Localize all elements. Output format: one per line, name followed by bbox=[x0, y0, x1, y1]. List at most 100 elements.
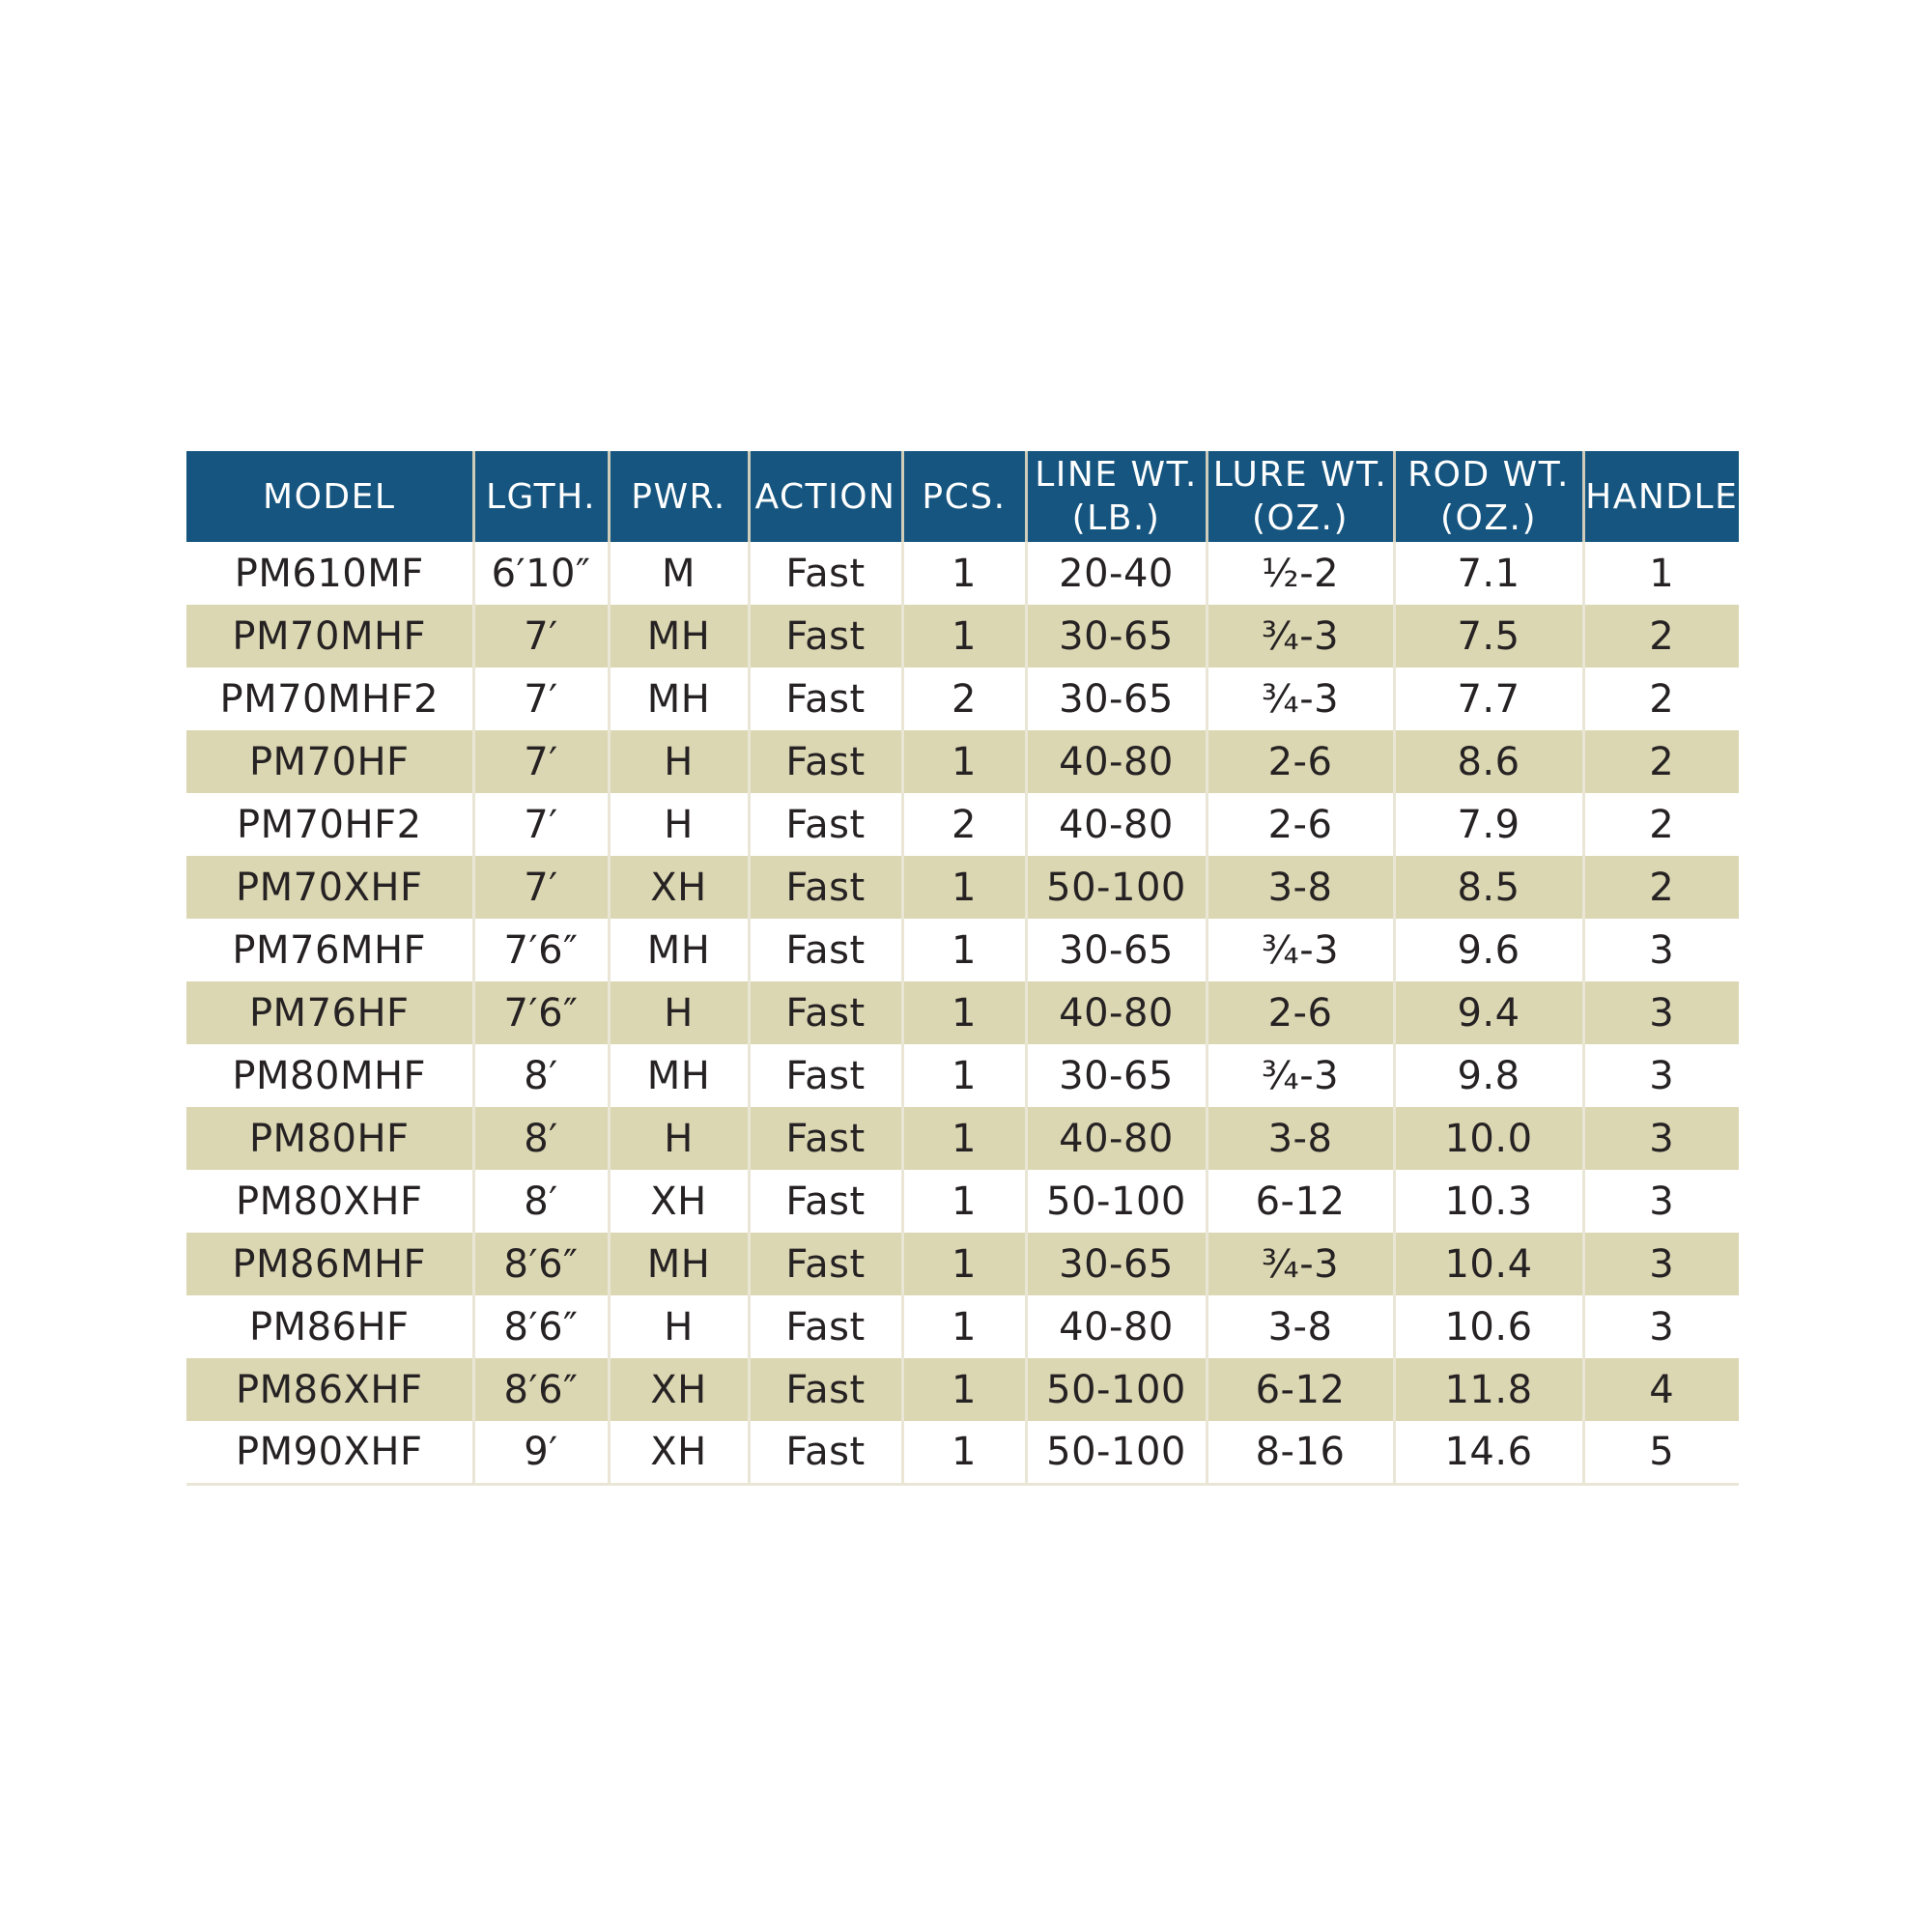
cell-lgth: 9′ bbox=[473, 1421, 611, 1486]
cell-pcs: 1 bbox=[902, 919, 1028, 981]
header-row: MODEL LGTH. PWR. ACTION PCS. LINE WT. (LB.) LUR… bbox=[186, 451, 1739, 542]
cell-lure-wt: ¾-3 bbox=[1207, 1044, 1396, 1107]
cell-action: Fast bbox=[749, 1170, 904, 1233]
cell-rod-wt: 9.4 bbox=[1394, 981, 1585, 1044]
cell-model: PM70MHF bbox=[186, 605, 475, 668]
cell-line-wt: 20-40 bbox=[1026, 542, 1208, 605]
cell-lure-wt: 6-12 bbox=[1207, 1358, 1396, 1421]
cell-lgth: 8′ bbox=[473, 1170, 611, 1233]
column-header-lure-wt: LURE WT. (OZ.) bbox=[1207, 451, 1396, 542]
cell-model: PM86XHF bbox=[186, 1358, 475, 1421]
cell-handle: 2 bbox=[1583, 856, 1739, 919]
table-row: PM86XHF 8′6″ XH Fast 1 50-100 6-12 11.8 4 bbox=[186, 1358, 1739, 1421]
cell-handle: 5 bbox=[1583, 1421, 1739, 1486]
cell-action: Fast bbox=[749, 981, 904, 1044]
cell-lgth: 8′ bbox=[473, 1044, 611, 1107]
cell-model: PM76MHF bbox=[186, 919, 475, 981]
cell-pcs: 1 bbox=[902, 981, 1028, 1044]
column-header-label: LINE WT. bbox=[1035, 455, 1198, 495]
cell-lure-wt: 3-8 bbox=[1207, 856, 1396, 919]
table-row: PM76HF 7′6″ H Fast 1 40-80 2-6 9.4 3 bbox=[186, 981, 1739, 1044]
cell-pwr: H bbox=[609, 981, 751, 1044]
cell-model: PM86HF bbox=[186, 1295, 475, 1358]
cell-model: PM70HF2 bbox=[186, 793, 475, 856]
cell-pcs: 1 bbox=[902, 1421, 1028, 1486]
cell-lgth: 7′ bbox=[473, 856, 611, 919]
cell-model: PM70XHF bbox=[186, 856, 475, 919]
cell-model: PM610MF bbox=[186, 542, 475, 605]
cell-action: Fast bbox=[749, 1107, 904, 1170]
cell-line-wt: 40-80 bbox=[1026, 981, 1208, 1044]
cell-action: Fast bbox=[749, 1358, 904, 1421]
cell-pcs: 1 bbox=[902, 1170, 1028, 1233]
cell-pcs: 1 bbox=[902, 1358, 1028, 1421]
column-header-line-wt: LINE WT. (LB.) bbox=[1026, 451, 1208, 542]
column-header-pwr: PWR. bbox=[609, 451, 751, 542]
cell-pcs: 2 bbox=[902, 668, 1028, 730]
column-header-model: MODEL bbox=[186, 451, 475, 542]
cell-pcs: 1 bbox=[902, 605, 1028, 668]
cell-handle: 3 bbox=[1583, 919, 1739, 981]
cell-rod-wt: 9.8 bbox=[1394, 1044, 1585, 1107]
cell-model: PM80MHF bbox=[186, 1044, 475, 1107]
cell-pcs: 1 bbox=[902, 1107, 1028, 1170]
table-row: PM80MHF 8′ MH Fast 1 30-65 ¾-3 9.8 3 bbox=[186, 1044, 1739, 1107]
cell-line-wt: 40-80 bbox=[1026, 793, 1208, 856]
table-row: PM80HF 8′ H Fast 1 40-80 3-8 10.0 3 bbox=[186, 1107, 1739, 1170]
cell-handle: 2 bbox=[1583, 730, 1739, 793]
column-header-label: LURE WT. bbox=[1212, 455, 1388, 495]
cell-pwr: H bbox=[609, 1295, 751, 1358]
cell-line-wt: 30-65 bbox=[1026, 1044, 1208, 1107]
cell-action: Fast bbox=[749, 605, 904, 668]
cell-line-wt: 50-100 bbox=[1026, 856, 1208, 919]
cell-handle: 3 bbox=[1583, 1170, 1739, 1233]
cell-lgth: 8′6″ bbox=[473, 1358, 611, 1421]
column-header-label: HANDLE bbox=[1585, 476, 1739, 517]
cell-action: Fast bbox=[749, 1421, 904, 1486]
cell-rod-wt: 10.6 bbox=[1394, 1295, 1585, 1358]
cell-rod-wt: 10.4 bbox=[1394, 1233, 1585, 1295]
cell-rod-wt: 7.5 bbox=[1394, 605, 1585, 668]
cell-action: Fast bbox=[749, 730, 904, 793]
cell-rod-wt: 14.6 bbox=[1394, 1421, 1585, 1486]
column-header-label: ROD WT. bbox=[1407, 455, 1570, 495]
cell-pwr: H bbox=[609, 1107, 751, 1170]
cell-lure-wt: ½-2 bbox=[1207, 542, 1396, 605]
cell-handle: 2 bbox=[1583, 668, 1739, 730]
cell-rod-wt: 8.6 bbox=[1394, 730, 1585, 793]
cell-action: Fast bbox=[749, 793, 904, 856]
column-header-label: LGTH. bbox=[485, 476, 597, 517]
cell-lgth: 8′ bbox=[473, 1107, 611, 1170]
cell-handle: 3 bbox=[1583, 1233, 1739, 1295]
cell-lgth: 7′6″ bbox=[473, 981, 611, 1044]
cell-rod-wt: 8.5 bbox=[1394, 856, 1585, 919]
cell-pcs: 1 bbox=[902, 1233, 1028, 1295]
cell-pwr: MH bbox=[609, 1044, 751, 1107]
cell-line-wt: 50-100 bbox=[1026, 1421, 1208, 1486]
cell-pcs: 1 bbox=[902, 730, 1028, 793]
cell-pwr: H bbox=[609, 730, 751, 793]
cell-lure-wt: 3-8 bbox=[1207, 1295, 1396, 1358]
cell-rod-wt: 7.1 bbox=[1394, 542, 1585, 605]
column-header-rod-wt: ROD WT. (OZ.) bbox=[1394, 451, 1585, 542]
cell-handle: 4 bbox=[1583, 1358, 1739, 1421]
cell-lure-wt: 2-6 bbox=[1207, 981, 1396, 1044]
cell-pwr: MH bbox=[609, 605, 751, 668]
table-body: PM610MF 6′10″ M Fast 1 20-40 ½-2 7.1 1 PM70MHF 7′ M… bbox=[186, 542, 1739, 1486]
cell-handle: 2 bbox=[1583, 605, 1739, 668]
column-header-pcs: PCS. bbox=[902, 451, 1028, 542]
table-row: PM70MHF2 7′ MH Fast 2 30-65 ¾-3 7.7 2 bbox=[186, 668, 1739, 730]
cell-line-wt: 30-65 bbox=[1026, 668, 1208, 730]
cell-handle: 3 bbox=[1583, 1107, 1739, 1170]
cell-lure-wt: ¾-3 bbox=[1207, 1233, 1396, 1295]
cell-rod-wt: 7.9 bbox=[1394, 793, 1585, 856]
cell-pcs: 1 bbox=[902, 1044, 1028, 1107]
cell-action: Fast bbox=[749, 668, 904, 730]
table-row: PM70HF2 7′ H Fast 2 40-80 2-6 7.9 2 bbox=[186, 793, 1739, 856]
cell-model: PM80HF bbox=[186, 1107, 475, 1170]
column-header-label: MODEL bbox=[263, 476, 396, 517]
cell-lgth: 8′6″ bbox=[473, 1295, 611, 1358]
cell-action: Fast bbox=[749, 856, 904, 919]
cell-lure-wt: 2-6 bbox=[1207, 730, 1396, 793]
cell-model: PM86MHF bbox=[186, 1233, 475, 1295]
